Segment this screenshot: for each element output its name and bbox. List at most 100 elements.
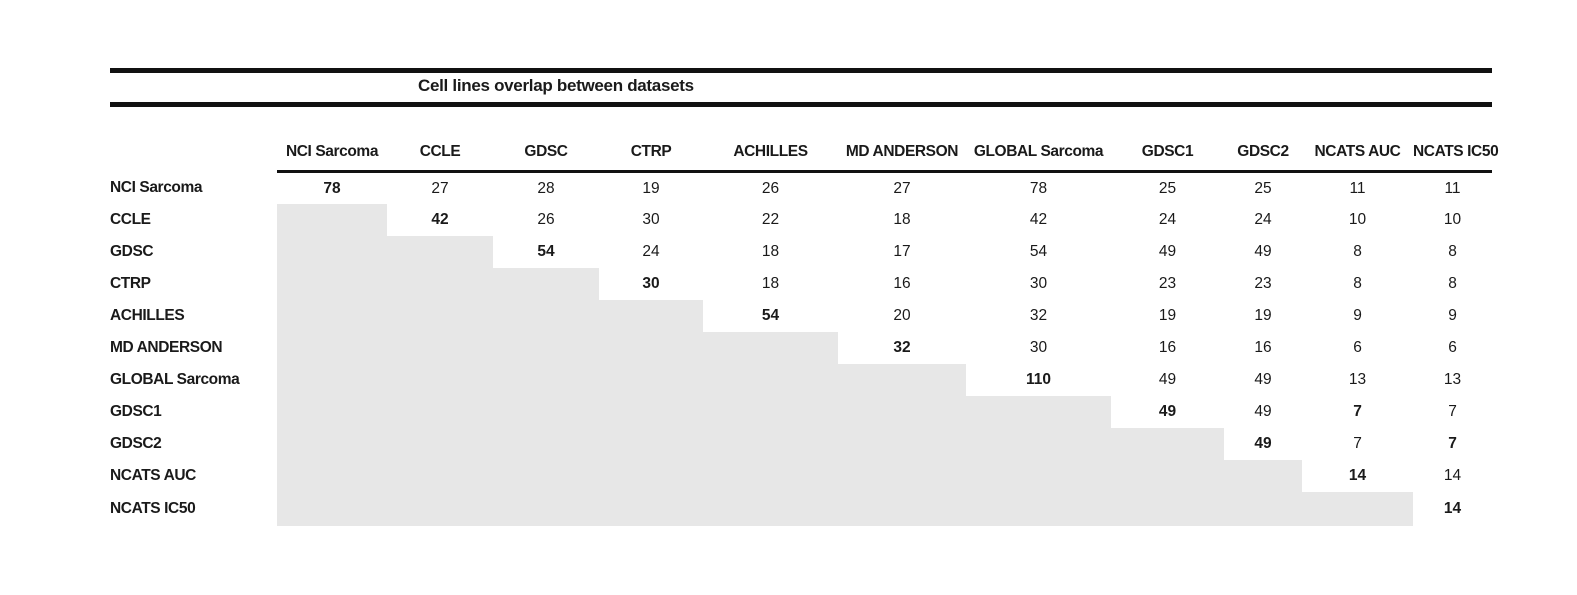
matrix-cell: 26: [761, 179, 780, 197]
matrix-cell: 24: [1158, 210, 1177, 228]
matrix-cell: [966, 427, 1111, 460]
matrix-cell: 20: [893, 306, 911, 324]
matrix-cell: [493, 491, 599, 526]
column-header: GDSC1: [1111, 133, 1224, 173]
matrix-cell: 8: [1353, 242, 1362, 260]
matrix-cell: [599, 363, 703, 396]
matrix-cell: 13: [1348, 370, 1367, 388]
row-label: CCLE: [110, 210, 151, 228]
column-header: CCLE: [387, 133, 493, 173]
column-header: NCATS AUC: [1302, 133, 1413, 173]
matrix-cell: [599, 299, 703, 332]
matrix-cell: 17: [893, 242, 911, 260]
table-row: GLOBAL Sarcoma 110 49 49 13 13: [110, 363, 1492, 396]
column-header: MD ANDERSON: [838, 133, 966, 173]
matrix-cell: [703, 331, 838, 364]
matrix-cell: [277, 267, 387, 300]
matrix-cell: [277, 203, 387, 236]
matrix-cell: 78: [323, 179, 341, 197]
matrix-cell: 30: [642, 274, 660, 292]
matrix-cell: 49: [1254, 434, 1272, 452]
matrix-cell: [277, 363, 387, 396]
matrix-cell: [387, 395, 493, 428]
matrix-cell: [387, 267, 493, 300]
matrix-cell: 54: [761, 306, 780, 324]
matrix-cell: [493, 363, 599, 396]
row-label: NCI Sarcoma: [110, 178, 203, 196]
matrix-cell: 26: [537, 210, 555, 228]
matrix-cell: 18: [893, 210, 911, 228]
matrix-cell: [387, 299, 493, 332]
matrix-cell: 49: [1254, 402, 1272, 420]
table-body: NCI Sarcoma 78 27 28 19 26 27 78 25 25 11 11 CCLE 42 2…: [110, 172, 1492, 526]
matrix-cell: [277, 459, 387, 492]
matrix-cell: 32: [893, 338, 911, 356]
matrix-cell: 18: [761, 274, 780, 292]
matrix-cell: 49: [1158, 242, 1177, 260]
row-label: NCATS IC50: [110, 499, 196, 517]
matrix-cell: [387, 235, 493, 268]
matrix-cell: 18: [761, 242, 780, 260]
matrix-cell: [599, 395, 703, 428]
matrix-cell: [277, 299, 387, 332]
matrix-cell: [493, 427, 599, 460]
column-header: GDSC2: [1224, 133, 1302, 173]
table-row: GDSC1 49 49 7 7: [110, 395, 1492, 428]
matrix-cell: 9: [1448, 306, 1457, 324]
matrix-cell: 8: [1448, 274, 1457, 292]
matrix-cell: [703, 491, 838, 526]
matrix-cell: 16: [893, 274, 911, 292]
matrix-cell: [493, 459, 599, 492]
matrix-cell: [1224, 459, 1302, 492]
matrix-cell: [1224, 491, 1302, 526]
matrix-cell: [493, 267, 599, 300]
table-row: MD ANDERSON 32 30 16 16 6 6: [110, 331, 1492, 364]
matrix-cell: 28: [537, 179, 555, 197]
column-header: NCI Sarcoma: [277, 133, 387, 173]
matrix-cell: [838, 491, 966, 526]
matrix-cell: [703, 427, 838, 460]
matrix-cell: [277, 331, 387, 364]
matrix-cell: 27: [893, 179, 911, 197]
matrix-cell: [387, 363, 493, 396]
matrix-cell: 78: [1029, 179, 1048, 197]
row-label: GDSC: [110, 242, 154, 260]
overlap-matrix-table: NCI Sarcoma CCLE GDSC CTRP ACHILLES MD ANDERS…: [110, 133, 1499, 526]
matrix-cell: 8: [1448, 242, 1457, 260]
column-header: GLOBAL Sarcoma: [966, 133, 1111, 173]
matrix-cell: 24: [642, 242, 660, 260]
matrix-cell: 7: [1353, 434, 1362, 452]
matrix-cell: 54: [1029, 242, 1048, 260]
matrix-cell: [966, 491, 1111, 526]
matrix-cell: 16: [1158, 338, 1177, 356]
matrix-cell: [277, 491, 387, 526]
matrix-cell: 23: [1158, 274, 1177, 292]
matrix-cell: [493, 299, 599, 332]
matrix-cell: 14: [1443, 499, 1462, 517]
table-row: ACHILLES 54 20 32 19 19 9 9: [110, 299, 1492, 332]
matrix-cell: 23: [1254, 274, 1272, 292]
table-row: NCI Sarcoma 78 27 28 19 26 27 78 25 25 11 11: [110, 172, 1492, 204]
column-header: GDSC: [493, 133, 599, 173]
matrix-cell: [387, 331, 493, 364]
matrix-cell: 49: [1158, 370, 1177, 388]
matrix-cell: 42: [431, 210, 449, 228]
row-label: GDSC2: [110, 434, 162, 452]
matrix-cell: 10: [1443, 210, 1462, 228]
matrix-cell: 11: [1444, 179, 1461, 197]
matrix-cell: 7: [1448, 434, 1457, 452]
matrix-cell: 27: [431, 179, 449, 197]
matrix-cell: [703, 459, 838, 492]
matrix-cell: 25: [1254, 179, 1272, 197]
matrix-cell: 8: [1353, 274, 1362, 292]
corner-cell: [110, 133, 277, 172]
table-title: Cell lines overlap between datasets: [418, 76, 694, 95]
table-row: NCATS IC50 14: [110, 491, 1492, 526]
matrix-cell: [599, 331, 703, 364]
matrix-cell: 110: [1025, 370, 1051, 388]
matrix-cell: 19: [642, 179, 660, 197]
top-rule: [110, 68, 1492, 73]
column-header: NCATS IC50: [1413, 133, 1499, 173]
row-label: GLOBAL Sarcoma: [110, 370, 240, 388]
